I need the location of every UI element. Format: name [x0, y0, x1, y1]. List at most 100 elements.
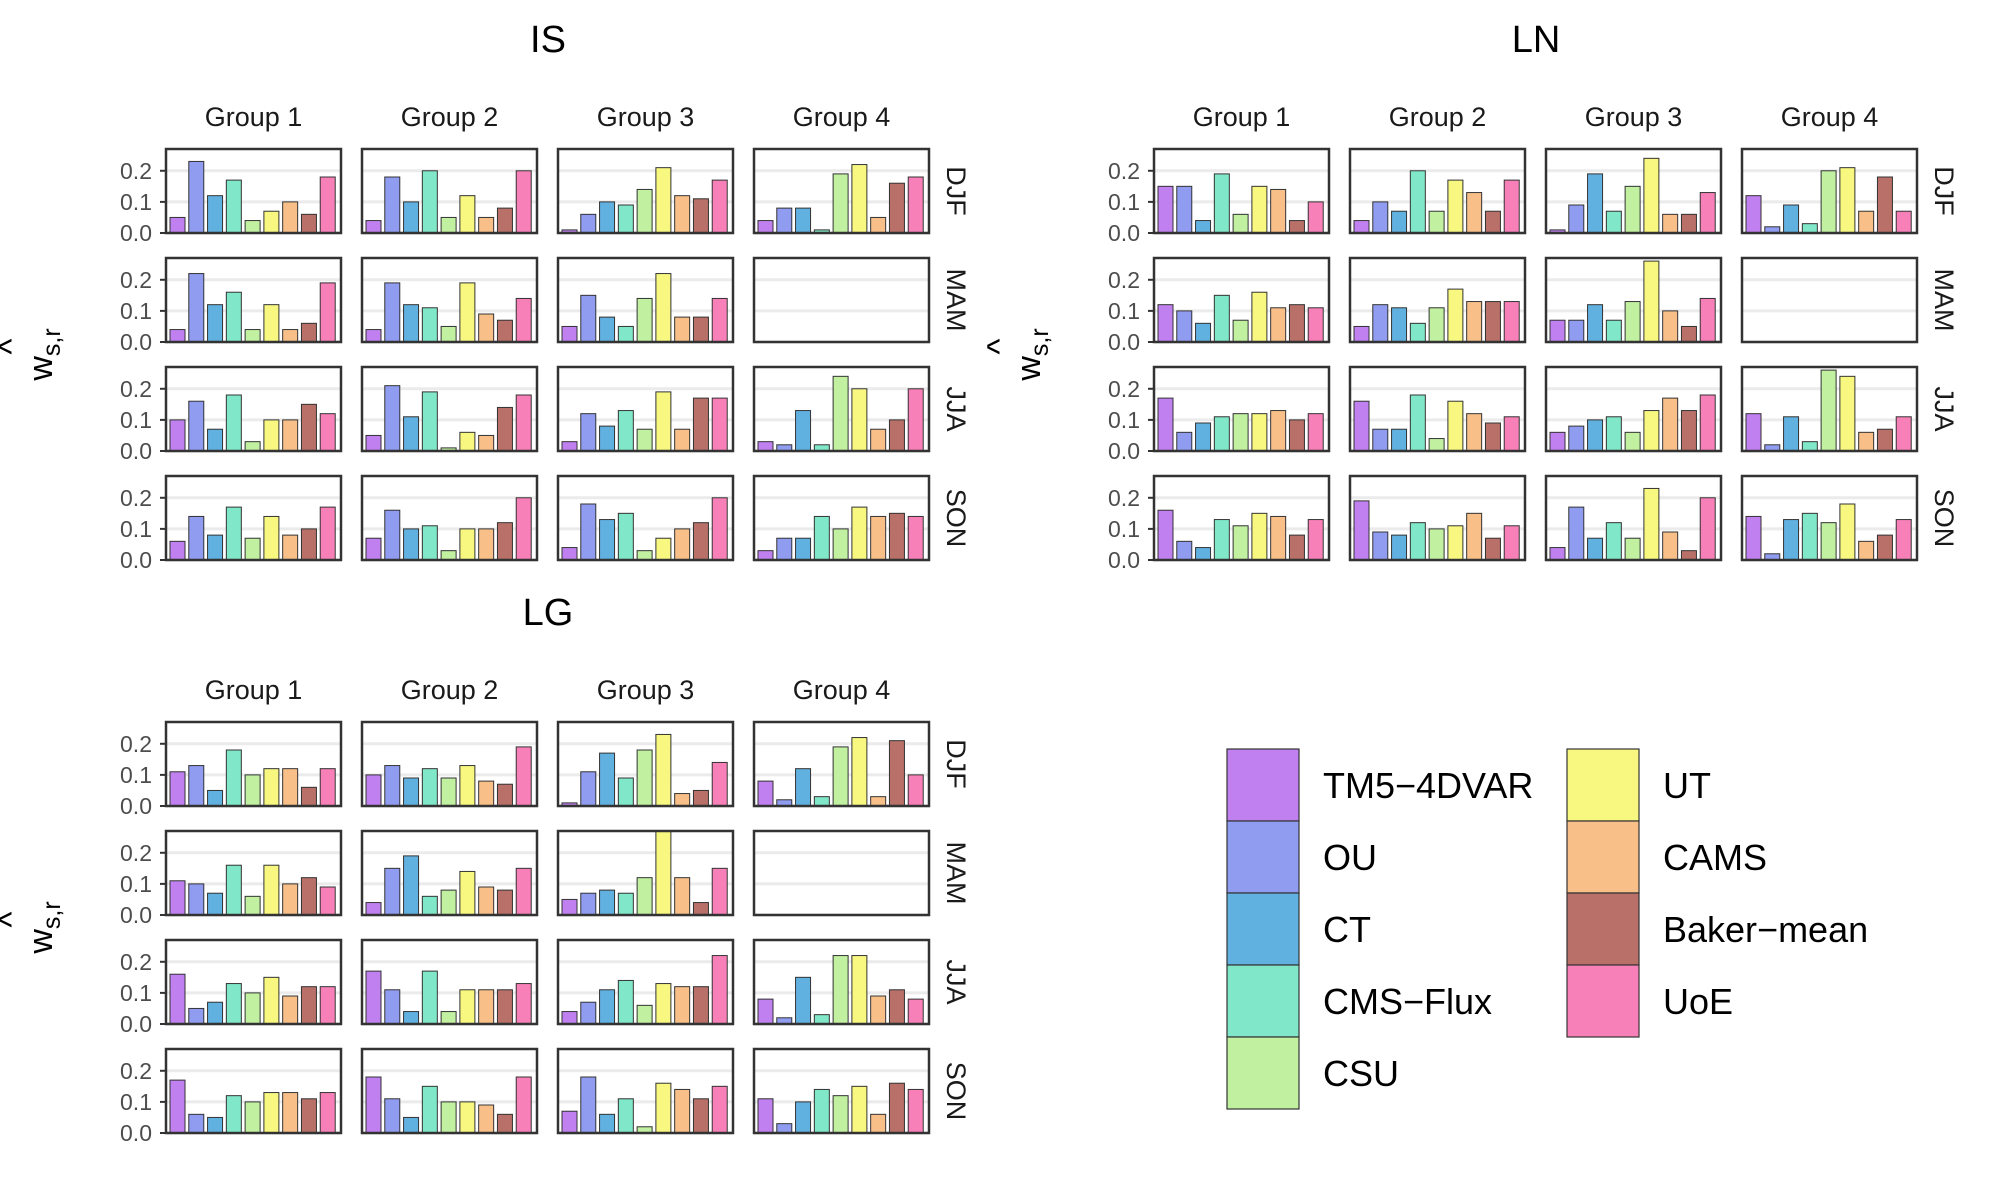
- bar-cams: [478, 886, 495, 916]
- bar-cms-flux: [421, 307, 438, 343]
- group-strip-label: Group 1: [1193, 102, 1291, 132]
- bar-baker-mean: [1484, 537, 1501, 561]
- bar-tm5-4dvar: [561, 1011, 578, 1025]
- bar-ut: [1839, 375, 1856, 452]
- bar-csu: [636, 877, 653, 916]
- bar-baker-mean: [888, 989, 905, 1025]
- legend-label: CMS−Flux: [1323, 981, 1492, 1022]
- bar-tm5-4dvar: [1745, 413, 1762, 452]
- bar-cms-flux: [617, 892, 634, 916]
- bar-cams: [282, 1092, 299, 1134]
- bar-tm5-4dvar: [169, 540, 186, 561]
- bar-ct: [207, 1001, 224, 1025]
- bar-baker-mean: [496, 783, 513, 807]
- legend-key-ct: [1226, 892, 1300, 966]
- bar-baker-mean: [1484, 301, 1501, 343]
- bar-ou: [776, 1123, 793, 1134]
- bar-ct: [1391, 428, 1408, 452]
- bar-csu: [244, 992, 261, 1025]
- bar-ut: [459, 431, 476, 452]
- legend-key-uoe: [1566, 964, 1640, 1038]
- bar-cms-flux: [1801, 223, 1818, 234]
- bar-ou: [1568, 425, 1585, 452]
- y-axis-label-subscript: s,r: [1026, 328, 1054, 356]
- bar-cms-flux: [225, 864, 242, 916]
- bar-cams: [1466, 301, 1483, 343]
- season-strip-label: DJF: [941, 166, 971, 216]
- bar-ou: [188, 883, 205, 916]
- bar-cams: [1858, 540, 1875, 561]
- bar-uoe: [515, 497, 532, 561]
- bar-ut: [1839, 503, 1856, 561]
- bar-baker-mean: [888, 740, 905, 807]
- bar-cms-flux: [617, 410, 634, 452]
- bar-tm5-4dvar: [365, 537, 382, 561]
- bar-csu: [636, 297, 653, 343]
- bar-uoe: [907, 774, 924, 807]
- bar-uoe: [319, 176, 336, 234]
- bar-baker-mean: [1876, 176, 1893, 234]
- bar-cams: [1662, 213, 1679, 234]
- facet-border: [1740, 256, 1919, 344]
- bar-csu: [636, 749, 653, 807]
- legend: TM5−4DVAR OU CT CMS−Flux CSU UT CAMS Baker−mean…: [1226, 748, 1868, 1110]
- bar-csu: [244, 220, 261, 234]
- bar-baker-mean: [496, 207, 513, 234]
- bar-ou: [188, 1007, 205, 1025]
- facet-border: [752, 720, 931, 808]
- bar-ut: [459, 1101, 476, 1134]
- bar-cms-flux: [421, 970, 438, 1025]
- bar-baker-mean: [692, 1098, 709, 1134]
- bar-cms-flux: [1409, 522, 1426, 561]
- bar-ct: [795, 207, 812, 234]
- bar-cms-flux: [1213, 294, 1230, 343]
- bar-cms-flux: [1801, 441, 1818, 452]
- bar-ut: [263, 768, 280, 807]
- bar-cms-flux: [421, 170, 438, 234]
- bar-ct: [403, 1011, 420, 1025]
- group-strip-label: Group 3: [1585, 102, 1683, 132]
- bar-uoe: [515, 983, 532, 1025]
- bar-ct: [599, 752, 616, 807]
- group-strip-label: Group 2: [401, 102, 499, 132]
- bar-cms-flux: [617, 777, 634, 807]
- legend-key-ou: [1226, 820, 1300, 894]
- bar-cams: [478, 1104, 495, 1134]
- bar-ou: [580, 294, 597, 343]
- bar-uoe: [515, 746, 532, 807]
- facet-border: [556, 829, 735, 917]
- bar-ou: [188, 1113, 205, 1134]
- season-strip-label: JJA: [941, 386, 971, 431]
- facet-border: [752, 1047, 931, 1135]
- facet-border: [1152, 147, 1331, 235]
- bar-cms-flux: [813, 515, 830, 561]
- bar-uoe: [711, 179, 728, 234]
- y-tick-label: 0.1: [1108, 298, 1140, 324]
- bar-ut: [655, 733, 672, 807]
- bar-csu: [832, 528, 849, 561]
- bar-csu: [1232, 413, 1249, 452]
- y-axis-label-subscript: s,r: [38, 901, 66, 929]
- bar-baker-mean: [300, 1098, 317, 1134]
- bar-cms-flux: [1213, 519, 1230, 561]
- bar-csu: [1428, 210, 1445, 234]
- facet-border: [556, 938, 735, 1026]
- facet-border: [360, 147, 539, 235]
- bar-cams: [478, 313, 495, 343]
- bar-uoe: [1307, 201, 1324, 234]
- y-tick-label: 0.2: [120, 267, 152, 293]
- facet-border: [1348, 256, 1527, 344]
- bar-ut: [851, 506, 868, 561]
- bar-cms-flux: [1605, 210, 1622, 234]
- bar-tm5-4dvar: [169, 419, 186, 452]
- facet-border: [1544, 147, 1723, 235]
- bar-cams: [1270, 307, 1287, 343]
- bar-tm5-4dvar: [757, 780, 774, 807]
- bar-baker-mean: [1288, 534, 1305, 561]
- bar-ut: [263, 976, 280, 1025]
- y-axis-label: ws,r: [22, 328, 66, 381]
- bar-ou: [580, 771, 597, 807]
- bar-ut: [263, 1092, 280, 1134]
- bar-tm5-4dvar: [365, 774, 382, 807]
- season-strip-label: MAM: [1929, 269, 1959, 332]
